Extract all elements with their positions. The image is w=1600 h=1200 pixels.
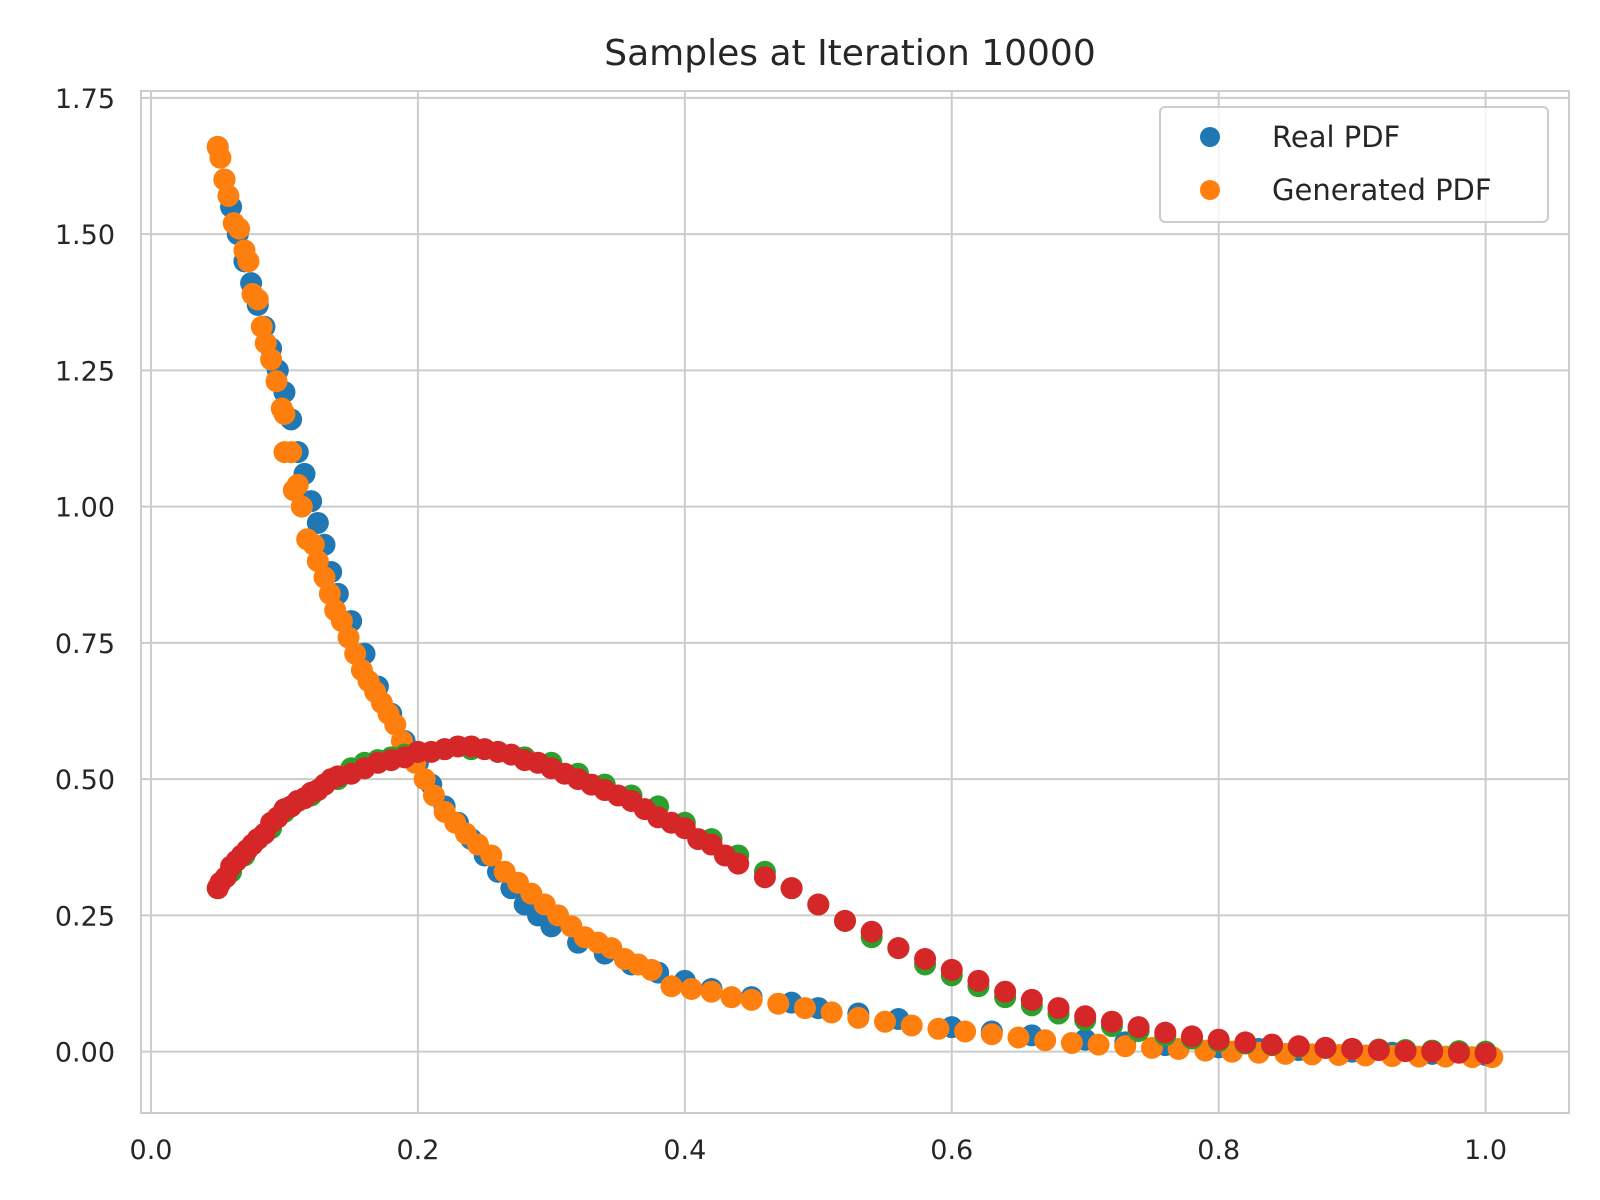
scatter-point: [1060, 1031, 1083, 1054]
scatter-point: [927, 1017, 950, 1040]
scatter-point: [680, 977, 703, 1000]
scatter-point: [720, 986, 743, 1009]
scatter-point: [413, 768, 436, 791]
legend: Real PDF Generated PDF: [1159, 106, 1549, 223]
scatter-point: [1367, 1039, 1390, 1062]
scatter-point: [887, 937, 910, 960]
scatter-point: [237, 250, 260, 273]
scatter-point: [217, 184, 240, 207]
scatter-point: [480, 844, 503, 867]
x-tick-label: 1.0: [1464, 1135, 1507, 1166]
scatter-point: [940, 958, 963, 981]
scatter-point: [1261, 1033, 1284, 1056]
scatter-point: [1421, 1040, 1444, 1063]
scatter-point: [1234, 1031, 1257, 1054]
series-3: [206, 735, 1497, 1065]
scatter-point: [914, 948, 937, 971]
x-tick-label: 0.8: [1197, 1135, 1240, 1166]
scatter-point: [1314, 1036, 1337, 1059]
chart-title: Samples at Iteration 10000: [604, 33, 1095, 74]
scatter-point: [967, 969, 990, 992]
x-tick-label: 0.6: [930, 1135, 973, 1166]
y-tick-label: 0.25: [55, 901, 115, 932]
scatter-point: [874, 1010, 897, 1033]
x-tick-label: 0.2: [396, 1135, 439, 1166]
scatter-point: [1047, 997, 1070, 1020]
scatter-point: [1114, 1035, 1137, 1058]
y-tick-label: 0.75: [55, 629, 115, 660]
scatter-point: [860, 920, 883, 943]
legend-label-real-pdf: Real PDF: [1272, 120, 1400, 154]
scatter-point: [807, 893, 830, 916]
scatter-point: [273, 402, 296, 425]
scatter-point: [306, 511, 329, 534]
scatter-point: [280, 441, 303, 464]
scatter-point: [286, 473, 309, 496]
scatter-point: [753, 866, 776, 889]
scatter-point: [954, 1020, 977, 1043]
scatter-point: [820, 1001, 843, 1024]
scatter-point: [660, 975, 683, 998]
scatter-point: [994, 980, 1017, 1003]
y-axis-ticks: 0.00 0.25 0.50 0.75 1.00 1.25 1.50 1.75: [55, 84, 115, 1069]
scatter-point: [1087, 1033, 1110, 1056]
scatter-point: [1074, 1005, 1097, 1028]
y-tick-label: 1.25: [55, 356, 115, 387]
y-tick-label: 1.50: [55, 220, 115, 251]
scatter-point: [1447, 1041, 1470, 1064]
scatter-point: [1341, 1037, 1364, 1060]
scatter-point: [1100, 1010, 1123, 1033]
scatter-point: [1180, 1025, 1203, 1048]
legend-box: [1159, 106, 1549, 223]
x-tick-label: 0.0: [130, 1135, 173, 1166]
scatter-point: [793, 997, 816, 1020]
scatter-point: [246, 288, 269, 311]
scatter-point: [260, 348, 283, 371]
scatter-point: [1474, 1042, 1497, 1065]
scatter-point: [228, 217, 251, 240]
scatter-point: [1034, 1029, 1057, 1052]
y-tick-label: 1.00: [55, 493, 115, 524]
scatter-point: [980, 1023, 1003, 1046]
y-tick-label: 1.75: [55, 84, 115, 115]
scatter-point: [847, 1006, 870, 1029]
scatter-point: [640, 958, 663, 981]
scatter-point: [1020, 988, 1043, 1011]
scatter-point: [900, 1014, 923, 1037]
scatter-point: [422, 784, 445, 807]
legend-marker-real-pdf: [1200, 127, 1220, 147]
plot-area: [141, 91, 1569, 1113]
scatter-point: [833, 909, 856, 932]
scatter-point: [290, 495, 313, 518]
scatter-point: [1154, 1021, 1177, 1044]
grid-lines: [141, 91, 1569, 1113]
scatter-point: [727, 852, 750, 875]
scatter-point: [1007, 1026, 1030, 1049]
scatter-points: [206, 135, 1504, 1069]
y-tick-label: 0.00: [55, 1038, 115, 1069]
scatter-point: [1127, 1016, 1150, 1039]
scatter-point: [767, 992, 790, 1015]
x-axis-ticks: 0.0 0.2 0.4 0.6 0.8 1.0: [130, 1135, 1508, 1166]
y-tick-label: 0.50: [55, 765, 115, 796]
plot-frame: [140, 90, 1570, 1114]
scatter-point: [780, 877, 803, 900]
scatter-point: [265, 370, 288, 393]
legend-label-generated-pdf: Generated PDF: [1272, 173, 1492, 207]
scatter-point: [1287, 1035, 1310, 1058]
legend-marker-generated-pdf: [1200, 180, 1220, 200]
x-tick-label: 0.4: [663, 1135, 706, 1166]
scatter-point: [209, 146, 232, 169]
scatter-point: [1207, 1028, 1230, 1051]
scatter-point: [700, 980, 723, 1003]
scatter-point: [1394, 1040, 1417, 1063]
scatter-point: [740, 988, 763, 1011]
